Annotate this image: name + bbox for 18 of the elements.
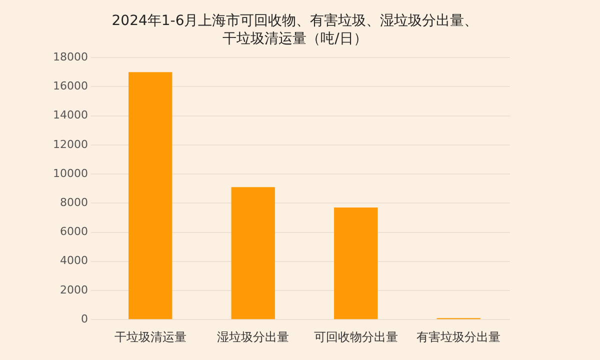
y-tick-label: 8000 bbox=[60, 196, 88, 210]
bar bbox=[128, 72, 172, 320]
x-tick-label: 有害垃圾分出量 bbox=[416, 330, 501, 344]
y-tick-label: 12000 bbox=[52, 138, 88, 151]
y-tick-label: 4000 bbox=[60, 254, 88, 268]
bar bbox=[231, 187, 275, 320]
x-tick-label: 干垃圾清运量 bbox=[114, 330, 186, 344]
chart-title: 2024年1-6月上海市可回收物、有害垃圾、湿垃圾分出量、干垃圾清运量（吨/日） bbox=[110, 12, 480, 48]
y-tick-label: 2000 bbox=[60, 283, 88, 296]
y-tick-label: 14000 bbox=[52, 108, 88, 122]
y-tick-label: 6000 bbox=[60, 225, 88, 238]
y-tick-label: 18000 bbox=[52, 50, 88, 64]
y-tick-label: 16000 bbox=[52, 80, 88, 93]
y-tick-label: 10000 bbox=[52, 166, 88, 180]
y-tick-label: 0 bbox=[80, 312, 88, 326]
x-tick-label: 可回收物分出量 bbox=[314, 330, 398, 344]
bar bbox=[334, 208, 378, 320]
x-tick-label: 湿垃圾分出量 bbox=[217, 330, 290, 344]
